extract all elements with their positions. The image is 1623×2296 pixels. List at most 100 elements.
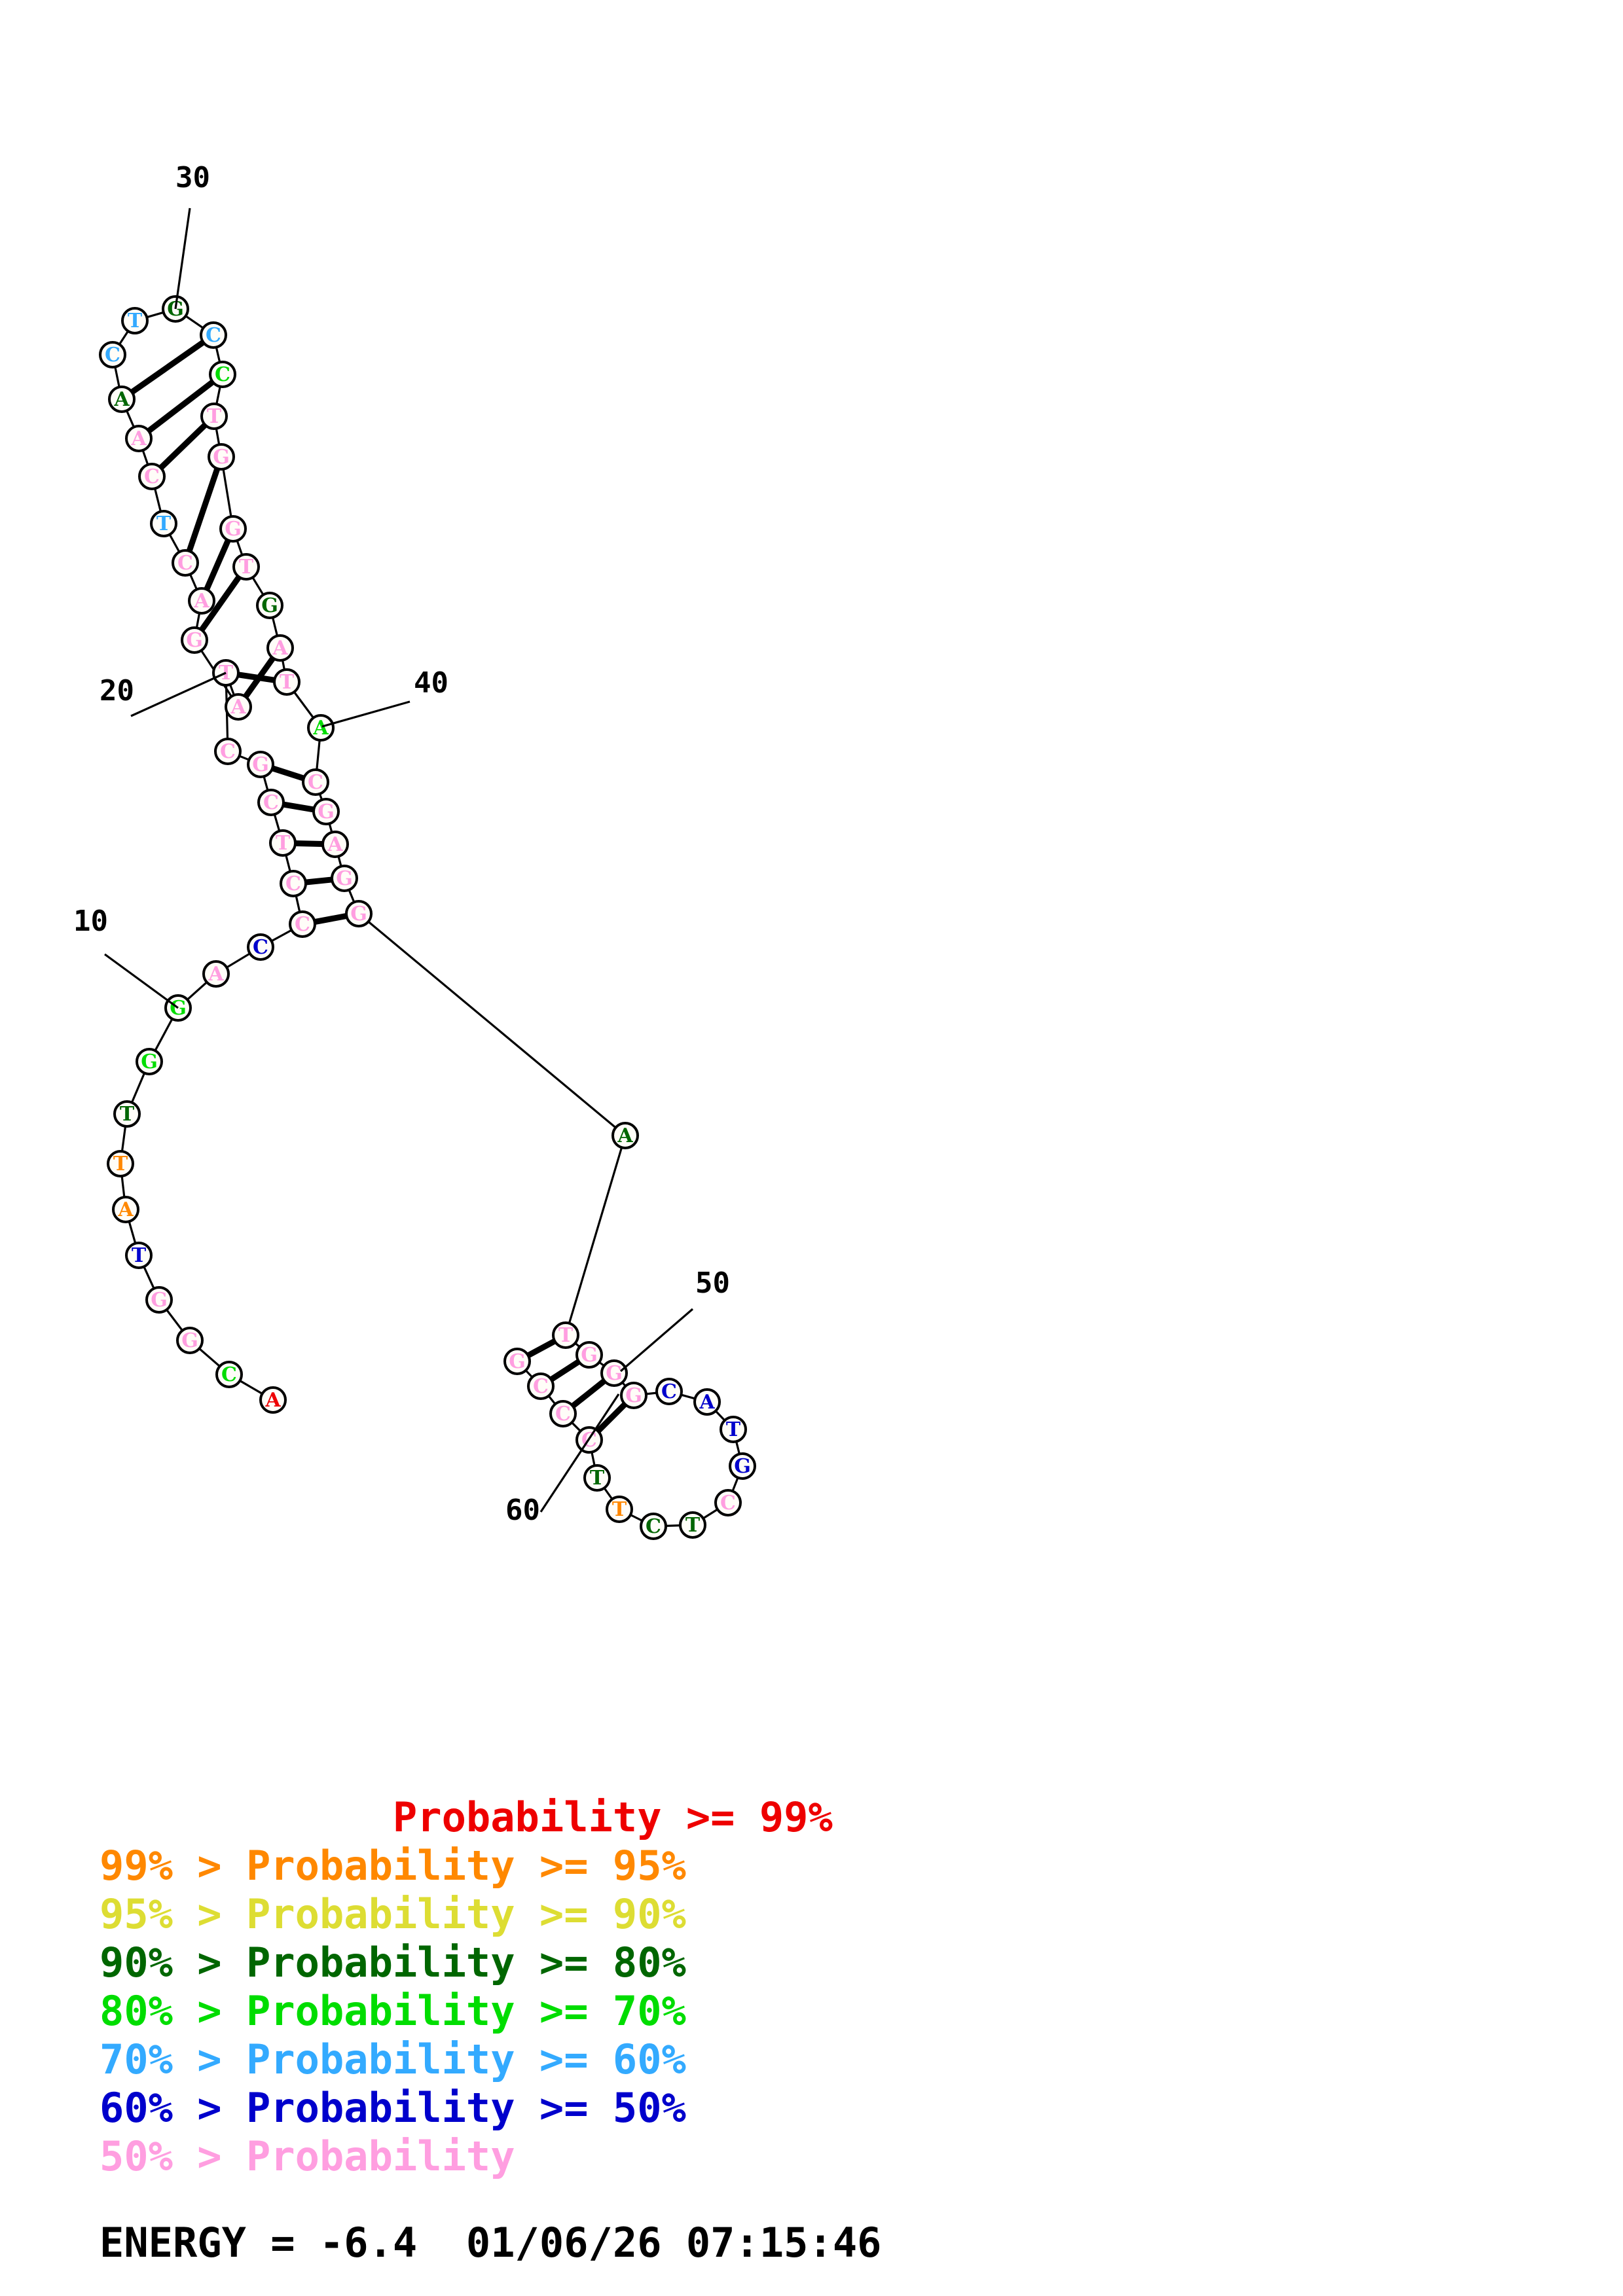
- base-node-C[interactable]: C: [280, 870, 307, 897]
- base-node-T[interactable]: T: [121, 307, 149, 334]
- base-node-T[interactable]: T: [273, 668, 301, 696]
- base-node-A[interactable]: A: [693, 1388, 721, 1416]
- base-letter: G: [252, 753, 269, 776]
- backbone-link: [603, 1487, 613, 1500]
- base-pair-bond: [314, 913, 348, 925]
- base-letter: C: [720, 1492, 736, 1515]
- base-node-T[interactable]: T: [679, 1511, 706, 1539]
- base-node-T[interactable]: T: [583, 1464, 611, 1492]
- base-pair-bond: [199, 575, 242, 632]
- base-node-G[interactable]: G: [176, 1327, 204, 1354]
- backbone-link: [714, 1410, 726, 1422]
- base-node-T[interactable]: T: [552, 1321, 579, 1349]
- base-node-A[interactable]: A: [266, 634, 294, 662]
- base-node-G[interactable]: G: [345, 900, 373, 927]
- base-letter: C: [285, 872, 301, 895]
- base-node-C[interactable]: C: [549, 1400, 577, 1427]
- backbone-link: [120, 1126, 127, 1152]
- base-circle: [247, 751, 274, 778]
- base-node-A[interactable]: A: [307, 714, 335, 742]
- base-node-G[interactable]: G: [600, 1359, 628, 1387]
- base-node-A[interactable]: A: [202, 960, 230, 988]
- base-circle: [247, 933, 274, 961]
- base-node-C[interactable]: C: [714, 1489, 742, 1516]
- backbone-link: [189, 573, 198, 590]
- base-node-A[interactable]: A: [112, 1196, 139, 1223]
- backbone-link: [547, 1395, 556, 1405]
- base-letter: C: [646, 1515, 661, 1538]
- base-node-G[interactable]: G: [219, 515, 247, 543]
- base-circle: [679, 1511, 706, 1539]
- position-leader-line: [321, 700, 410, 728]
- base-pair-bond: [271, 765, 305, 781]
- base-pair-bond: [243, 656, 276, 699]
- base-node-C[interactable]: C: [209, 361, 236, 388]
- base-node-A[interactable]: A: [259, 1386, 287, 1414]
- base-circle: [208, 443, 235, 471]
- base-node-G[interactable]: G: [256, 592, 283, 619]
- base-node-T[interactable]: T: [232, 553, 260, 581]
- base-node-C[interactable]: C: [527, 1372, 555, 1400]
- base-node-G[interactable]: G: [247, 751, 274, 778]
- base-circle: [527, 1372, 555, 1400]
- base-node-T[interactable]: T: [720, 1416, 747, 1443]
- base-letter: G: [336, 867, 353, 890]
- base-node-G[interactable]: G: [312, 798, 340, 825]
- base-letter: G: [167, 298, 184, 321]
- base-node-A[interactable]: A: [225, 693, 252, 721]
- backbone-link: [571, 1422, 581, 1432]
- base-node-G[interactable]: G: [729, 1452, 756, 1480]
- base-letter: G: [509, 1350, 526, 1373]
- base-node-T[interactable]: T: [606, 1496, 633, 1523]
- base-node-T[interactable]: T: [150, 510, 177, 537]
- base-node-G[interactable]: G: [620, 1382, 647, 1409]
- base-circle: [214, 738, 242, 765]
- base-node-G[interactable]: G: [331, 865, 358, 892]
- base-node-A[interactable]: A: [108, 386, 136, 413]
- base-node-C[interactable]: C: [200, 321, 227, 349]
- base-letter: T: [612, 1498, 627, 1521]
- base-node-C[interactable]: C: [172, 549, 199, 577]
- base-node-T[interactable]: T: [125, 1242, 153, 1269]
- base-pair-bond: [526, 1338, 556, 1358]
- base-circle: [202, 960, 230, 988]
- base-letter: C: [206, 324, 221, 347]
- legend-row-0: Probability >= 99%: [100, 1793, 833, 1841]
- base-node-C[interactable]: C: [138, 463, 166, 490]
- base-node-A[interactable]: A: [611, 1122, 639, 1149]
- base-node-A[interactable]: A: [188, 587, 215, 615]
- base-node-G[interactable]: G: [145, 1286, 173, 1314]
- base-circle: [714, 1489, 742, 1516]
- base-circle: [121, 307, 149, 334]
- backbone-link: [282, 660, 285, 670]
- base-node-C[interactable]: C: [214, 738, 242, 765]
- base-letter: C: [177, 552, 193, 575]
- base-node-C[interactable]: C: [655, 1378, 683, 1405]
- base-node-A[interactable]: A: [125, 425, 153, 452]
- base-node-G[interactable]: G: [181, 626, 208, 654]
- base-node-C[interactable]: C: [99, 341, 126, 368]
- base-node-T[interactable]: T: [107, 1150, 134, 1177]
- base-letter: C: [661, 1380, 677, 1403]
- base-node-C[interactable]: C: [640, 1513, 667, 1540]
- base-node-G[interactable]: G: [136, 1048, 163, 1075]
- base-node-G[interactable]: G: [208, 443, 235, 471]
- base-letter: A: [208, 963, 224, 986]
- base-node-C[interactable]: C: [302, 768, 329, 796]
- base-node-T[interactable]: T: [269, 829, 297, 857]
- base-node-C[interactable]: C: [247, 933, 274, 961]
- base-node-C[interactable]: C: [289, 910, 316, 938]
- backbone-link: [271, 617, 279, 636]
- base-node-T[interactable]: T: [200, 403, 228, 430]
- base-circle: [99, 341, 126, 368]
- base-node-G[interactable]: G: [575, 1341, 603, 1369]
- base-node-A[interactable]: A: [321, 831, 349, 858]
- backbone-link: [337, 855, 342, 867]
- base-node-G[interactable]: G: [503, 1348, 531, 1375]
- base-circle: [307, 714, 335, 742]
- base-pair-bond: [571, 1378, 606, 1408]
- base-node-T[interactable]: T: [113, 1100, 141, 1128]
- base-node-C[interactable]: C: [257, 789, 285, 816]
- backbone-link: [126, 410, 135, 428]
- base-node-C[interactable]: C: [215, 1361, 243, 1388]
